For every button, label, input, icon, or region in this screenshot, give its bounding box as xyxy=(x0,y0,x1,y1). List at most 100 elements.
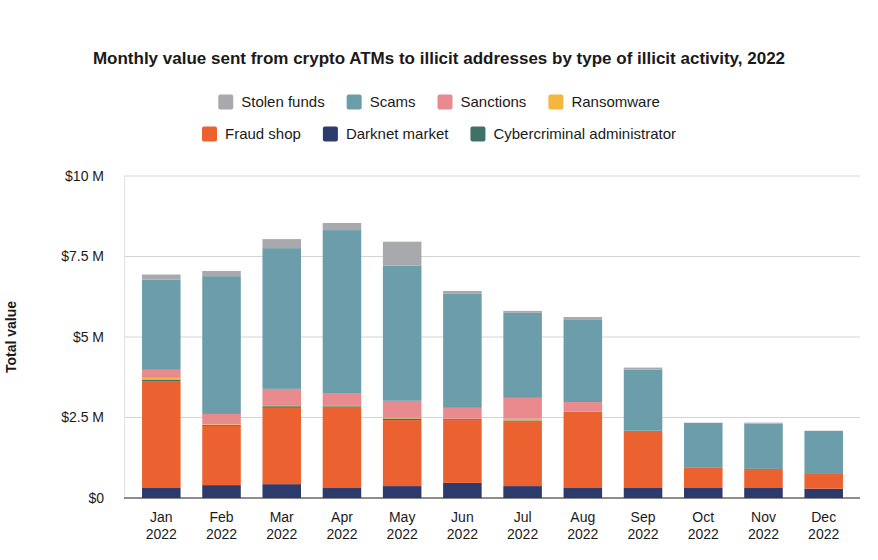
bar-segment xyxy=(503,313,542,398)
bar-segment xyxy=(564,488,603,498)
bar-segment xyxy=(142,275,181,280)
y-axis-line xyxy=(124,177,125,499)
bar-segment xyxy=(142,488,181,498)
bar-segment xyxy=(744,424,783,469)
x-tick-label-line: Sep xyxy=(631,509,656,525)
x-tick-label-line: Jul xyxy=(514,509,532,525)
bar-segment xyxy=(684,422,723,423)
x-tick: Jan2022 xyxy=(146,498,177,542)
bar-segment xyxy=(323,407,362,488)
legend-item: Scams xyxy=(347,93,416,110)
legend-label: Darknet market xyxy=(346,125,449,142)
x-tick-label-line: 2022 xyxy=(266,526,297,542)
bar-segment xyxy=(564,412,603,488)
bar-segment xyxy=(443,483,482,498)
x-tick-label-line: 2022 xyxy=(748,526,779,542)
bar-segment xyxy=(443,420,482,483)
bar-segment xyxy=(142,381,181,488)
x-tick: Oct2022 xyxy=(688,498,719,542)
y-axis-title: Total value xyxy=(3,301,19,373)
series-5 xyxy=(142,483,843,498)
bar-segment xyxy=(262,239,301,248)
bar-segment xyxy=(323,488,362,498)
x-tick: Jun2022 xyxy=(447,498,478,542)
x-tick-label-line: 2022 xyxy=(326,526,357,542)
bar-segment xyxy=(262,484,301,498)
bar-segment xyxy=(804,474,843,489)
x-tick-label-line: 2022 xyxy=(146,526,177,542)
bar-segment xyxy=(383,418,422,420)
legend-swatch xyxy=(548,95,563,110)
legend-swatch xyxy=(218,95,233,110)
bar-segment xyxy=(323,223,362,230)
x-tick-label-line: 2022 xyxy=(627,526,658,542)
bar-segment xyxy=(503,311,542,313)
grid-line xyxy=(124,176,860,177)
x-tick: Feb2022 xyxy=(206,498,237,542)
x-tick-label-line: Aug xyxy=(570,509,595,525)
bar-segment xyxy=(443,408,482,419)
bar-segment xyxy=(744,422,783,424)
y-tick: $10 M xyxy=(65,168,124,184)
bar-segment xyxy=(503,419,542,421)
x-tick: Dec2022 xyxy=(808,498,839,542)
x-tick-label-line: Jun xyxy=(451,509,474,525)
chart-svg: Monthly value sent from crypto ATMs to i… xyxy=(0,0,878,560)
x-tick: Mar2022 xyxy=(266,498,297,542)
y-tick-label: $10 M xyxy=(65,168,104,184)
legend-label: Fraud shop xyxy=(225,125,301,142)
bar-segment xyxy=(564,317,603,320)
chart-title: Monthly value sent from crypto ATMs to i… xyxy=(93,49,785,68)
y-tick: $5 M xyxy=(73,329,124,345)
x-tick-label-line: Dec xyxy=(811,509,836,525)
y-tick-label: $2.5 M xyxy=(61,409,104,425)
bar-segment xyxy=(142,378,181,380)
bar-segment xyxy=(142,280,181,370)
bar-segment xyxy=(383,486,422,498)
x-tick-label-line: May xyxy=(389,509,415,525)
legend-label: Stolen funds xyxy=(241,93,324,110)
bar-segment xyxy=(383,242,422,266)
legend-swatch xyxy=(470,127,485,142)
bar-segment xyxy=(202,424,241,426)
bar-segment xyxy=(443,419,482,421)
series-1 xyxy=(142,230,843,473)
x-tick-label: Dec2022 xyxy=(808,509,839,543)
bar-segment xyxy=(202,276,241,414)
bar-segment xyxy=(323,406,362,408)
bar-segment xyxy=(202,426,241,485)
x-tick-label-line: Mar xyxy=(270,509,294,525)
x-tick: Jul2022 xyxy=(507,498,538,542)
bar-segment xyxy=(142,380,181,382)
legend-label: Cybercriminal administrator xyxy=(493,125,676,142)
legend-label: Scams xyxy=(370,93,416,110)
bar-segment xyxy=(323,230,362,393)
legend-swatch xyxy=(438,95,453,110)
bar-segment xyxy=(262,408,301,484)
bar-segment xyxy=(564,320,603,402)
x-tick-label-line: Oct xyxy=(692,509,714,525)
bar-segment xyxy=(142,370,181,378)
x-tick-label: Sep2022 xyxy=(627,509,658,543)
bar-segment xyxy=(684,468,723,488)
bar-segment xyxy=(804,430,843,431)
bar-segment xyxy=(323,393,362,406)
x-tick-label-line: 2022 xyxy=(688,526,719,542)
legend-item: Fraud shop xyxy=(202,125,301,142)
grid-line xyxy=(124,256,860,257)
y-tick-label: $0 xyxy=(88,490,104,506)
bar-segment xyxy=(262,248,301,389)
series-6 xyxy=(142,380,843,474)
x-axis-line xyxy=(124,498,860,499)
y-axis: $0$2.5 M$5 M$7.5 M$10 M xyxy=(61,168,124,506)
x-tick-label: Jan2022 xyxy=(146,509,177,543)
bar-segment xyxy=(744,488,783,498)
bar-segment xyxy=(804,489,843,498)
series-0 xyxy=(142,223,843,431)
x-tick-label: Mar2022 xyxy=(266,509,297,543)
x-tick-label-line: Apr xyxy=(331,509,353,525)
bar-segment xyxy=(383,266,422,401)
bar-segment xyxy=(383,401,422,418)
legend-label: Sanctions xyxy=(461,93,527,110)
bar-segment xyxy=(624,368,663,370)
